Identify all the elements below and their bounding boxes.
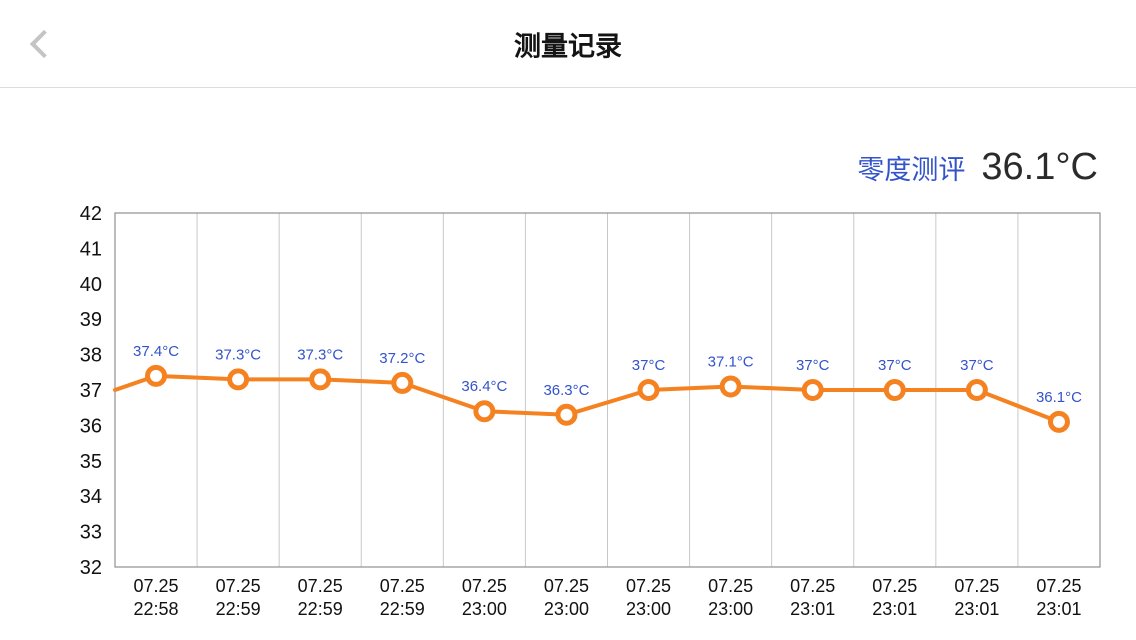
x-tick-date: 07.25 (954, 576, 999, 596)
point-label: 37.4°C (133, 343, 179, 360)
point-label: 37.3°C (215, 346, 261, 363)
x-tick-time: 22:58 (134, 599, 179, 619)
y-tick-label: 38 (80, 345, 102, 367)
x-tick-time: 23:00 (462, 599, 507, 619)
x-tick-date: 07.25 (298, 576, 343, 596)
x-tick-time: 22:59 (380, 599, 425, 619)
back-button[interactable] (24, 20, 72, 68)
point-label: 36.3°C (543, 382, 589, 399)
x-tick-date: 07.25 (216, 576, 261, 596)
point-label: 37°C (960, 357, 994, 374)
point-label: 37.3°C (297, 346, 343, 363)
data-point (719, 375, 742, 398)
x-tick-date: 07.25 (134, 576, 179, 596)
chevron-left-icon (29, 29, 59, 58)
x-tick-time: 23:01 (872, 599, 917, 619)
data-point (965, 379, 988, 401)
x-tick-date: 07.25 (380, 576, 425, 596)
navbar: 测量记录 (0, 0, 1136, 88)
point-label: 37°C (632, 357, 666, 374)
y-tick-label: 35 (80, 451, 102, 473)
data-point (391, 371, 414, 394)
y-tick-label: 32 (80, 557, 102, 579)
x-tick-date: 07.25 (626, 576, 671, 596)
y-tick-label: 41 (80, 238, 102, 260)
x-tick-date: 07.25 (462, 576, 507, 596)
y-tick-label: 34 (80, 486, 102, 508)
temperature-line-chart: 42 41 40 39 38 37 36 35 34 33 32 07.25 22:58 07.25 22:… (80, 203, 1101, 619)
y-tick-label: 33 (80, 522, 102, 544)
y-tick-label: 42 (80, 203, 102, 225)
x-tick-date: 07.25 (790, 576, 835, 596)
x-tick-time: 23:00 (544, 599, 589, 619)
current-temperature-value: 36.1°C (981, 146, 1098, 188)
point-label: 37.1°C (708, 353, 754, 370)
data-point (801, 379, 824, 401)
point-label: 36.1°C (1036, 389, 1082, 406)
point-label: 37°C (878, 357, 912, 374)
x-tick-time: 23:01 (1036, 599, 1081, 619)
x-tick-date: 07.25 (708, 576, 753, 596)
x-tick-time: 22:59 (216, 599, 261, 619)
source-label: 零度测评 (857, 155, 966, 185)
y-tick-label: 40 (80, 274, 102, 296)
current-reading: 零度测评 36.1°C (857, 146, 1098, 189)
data-point (473, 400, 496, 423)
point-label: 37°C (796, 357, 830, 374)
point-label: 37.2°C (379, 350, 425, 367)
x-tick-time: 23:00 (626, 599, 671, 619)
x-tick-time: 23:01 (790, 599, 835, 619)
page-title: 测量记录 (514, 31, 622, 61)
data-point (555, 403, 578, 426)
x-tick-time: 23:01 (954, 599, 999, 619)
data-point (145, 364, 168, 387)
x-tick-time: 23:00 (708, 599, 753, 619)
x-tick-date: 07.25 (544, 576, 589, 596)
data-point (309, 368, 332, 391)
data-point (637, 379, 660, 401)
y-tick-label: 39 (80, 309, 102, 331)
x-tick-time: 22:59 (298, 599, 343, 619)
y-tick-label: 37 (80, 380, 102, 402)
x-tick-date: 07.25 (1036, 576, 1081, 596)
data-point (883, 379, 906, 401)
x-tick-date: 07.25 (872, 576, 917, 596)
data-point (1047, 410, 1070, 433)
data-point (227, 368, 250, 391)
point-label: 36.4°C (461, 378, 507, 395)
y-tick-label: 36 (80, 415, 102, 437)
